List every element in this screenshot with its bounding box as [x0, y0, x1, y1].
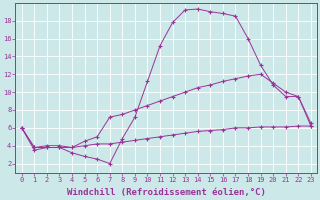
X-axis label: Windchill (Refroidissement éolien,°C): Windchill (Refroidissement éolien,°C)	[67, 188, 266, 197]
